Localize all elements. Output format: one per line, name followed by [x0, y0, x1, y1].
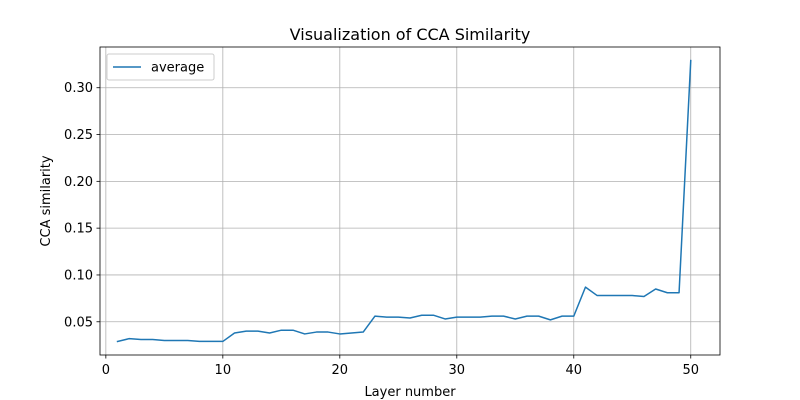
x-tick-label: 50 — [682, 363, 699, 378]
chart-title: Visualization of CCA Similarity — [290, 25, 531, 44]
series-lines — [116, 59, 692, 343]
plot-area-frame — [99, 46, 721, 356]
legend: average — [106, 53, 215, 81]
x-tick-label: 10 — [215, 363, 232, 378]
y-tick-label: 0.15 — [64, 222, 93, 237]
y-axis-label: CCA similarity — [39, 155, 54, 246]
axis-ticks: 0 10 20 30 40 50 0.05 0.10 0.15 0.20 0.25 0.30 — [64, 81, 699, 378]
legend-box — [106, 53, 215, 81]
y-tick-label: 0.20 — [64, 175, 93, 190]
x-tick-label: 30 — [449, 363, 466, 378]
x-axis-label: Layer number — [364, 385, 456, 400]
y-tick-label: 0.05 — [64, 315, 93, 330]
legend-label-average: average — [151, 61, 204, 76]
grid-lines — [100, 47, 720, 355]
x-tick-label: 40 — [566, 363, 583, 378]
y-tick-label: 0.10 — [64, 268, 93, 283]
y-tick-label: 0.25 — [64, 128, 93, 143]
x-tick-label: 0 — [102, 363, 110, 378]
series-line-average — [116, 59, 692, 343]
y-tick-label: 0.30 — [64, 81, 93, 96]
x-tick-label: 20 — [332, 363, 349, 378]
